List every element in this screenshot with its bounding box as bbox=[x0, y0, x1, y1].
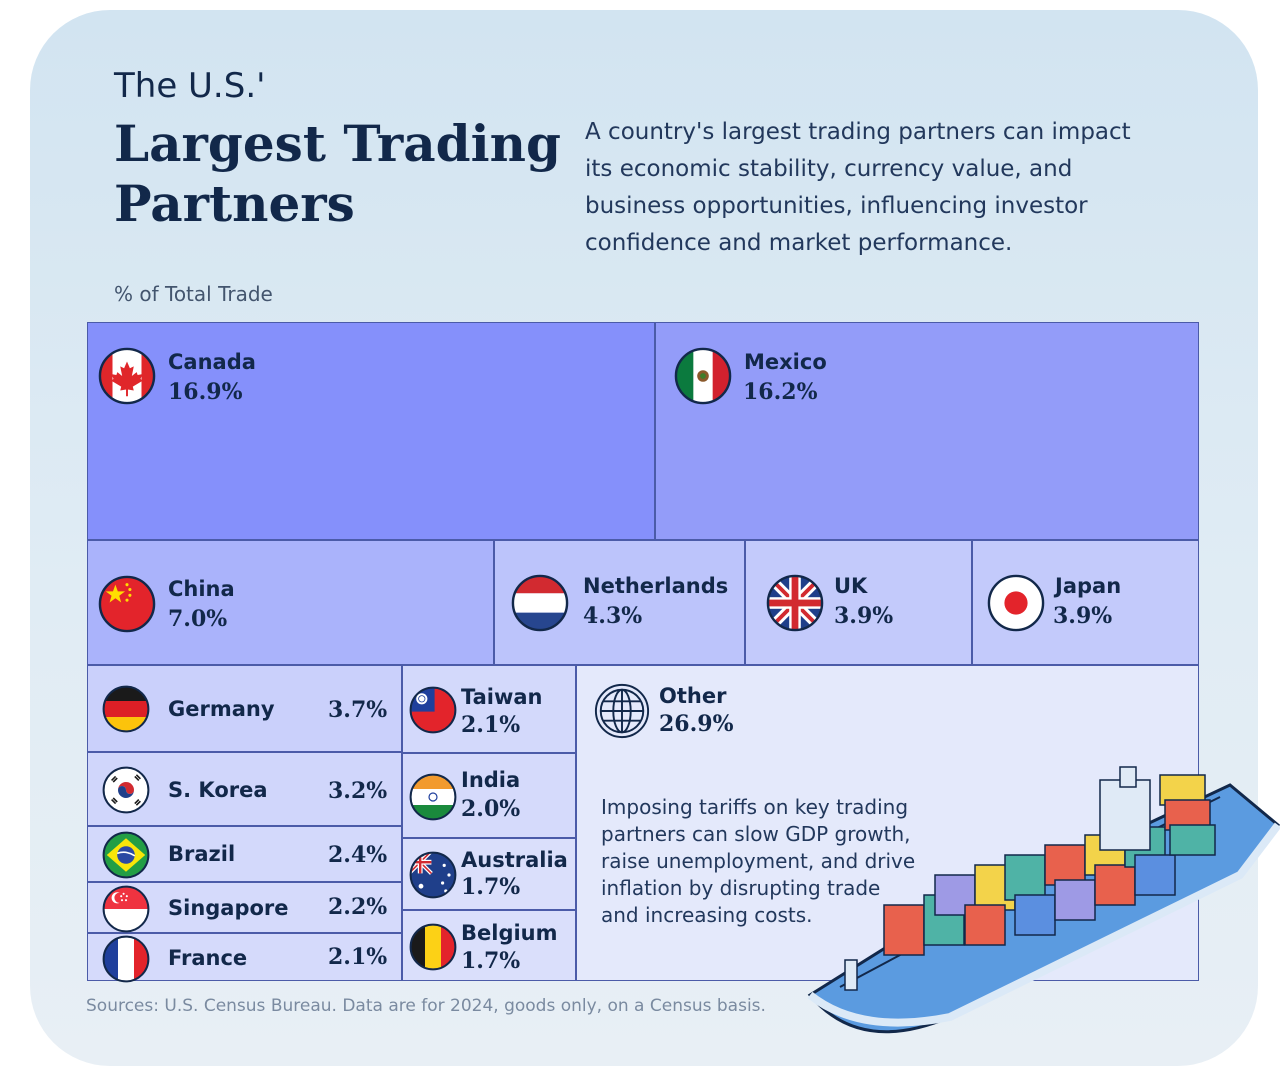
tile-mexico: Mexico 16.2% bbox=[655, 322, 1199, 540]
name-france: France bbox=[168, 946, 248, 970]
name-singapore: Singapore bbox=[168, 896, 289, 920]
name-mexico: Mexico bbox=[744, 350, 827, 374]
name-india: India bbox=[461, 768, 521, 792]
germany-flag-icon bbox=[102, 685, 150, 733]
name-canada: Canada bbox=[168, 350, 256, 374]
source-note: Sources: U.S. Census Bureau. Data are fo… bbox=[86, 996, 766, 1016]
tile-china: China 7.0% bbox=[87, 540, 494, 665]
tile-belgium: Belgium 1.7% bbox=[402, 910, 576, 981]
value-netherlands: 4.3% bbox=[583, 603, 643, 629]
china-flag-icon bbox=[98, 575, 156, 633]
belgium-flag-icon bbox=[409, 923, 457, 971]
tile-brazil: Brazil 2.4% bbox=[87, 826, 402, 882]
mexico-flag-icon bbox=[674, 347, 732, 405]
intro-text: A country's largest trading partners can… bbox=[585, 119, 1131, 256]
tile-taiwan: Taiwan 2.1% bbox=[402, 665, 576, 753]
australia-flag-icon bbox=[409, 851, 457, 899]
name-south-korea: S. Korea bbox=[168, 778, 268, 802]
tile-canada: Canada 16.9% bbox=[87, 322, 655, 540]
tile-south-korea: S. Korea 3.2% bbox=[87, 752, 402, 826]
tile-singapore: Singapore 2.2% bbox=[87, 882, 402, 933]
title-main: Largest Trading Partners bbox=[114, 114, 561, 234]
value-belgium: 1.7% bbox=[461, 948, 521, 974]
tile-netherlands: Netherlands 4.3% bbox=[494, 540, 745, 665]
name-taiwan: Taiwan bbox=[461, 685, 543, 709]
title-line-3: Partners bbox=[114, 174, 355, 233]
value-australia: 1.7% bbox=[461, 874, 521, 900]
tile-india: India 2.0% bbox=[402, 753, 576, 838]
tile-australia: Australia 1.7% bbox=[402, 838, 576, 910]
japan-flag-icon bbox=[987, 574, 1045, 632]
title-line-1: The U.S.' bbox=[114, 66, 266, 106]
canada-flag-icon bbox=[98, 347, 156, 405]
netherlands-flag-icon bbox=[511, 574, 569, 632]
name-germany: Germany bbox=[168, 697, 275, 721]
name-china: China bbox=[168, 577, 235, 601]
name-australia: Australia bbox=[461, 848, 568, 872]
tile-japan: Japan 3.9% bbox=[972, 540, 1199, 665]
value-japan: 3.9% bbox=[1053, 603, 1113, 629]
name-brazil: Brazil bbox=[168, 842, 236, 866]
value-taiwan: 2.1% bbox=[461, 712, 521, 738]
cargo-ship-icon bbox=[807, 766, 1280, 1034]
value-south-korea: 3.2% bbox=[328, 778, 388, 804]
tariff-note: Imposing tariffs on key trading partners… bbox=[601, 795, 916, 927]
singapore-flag-icon bbox=[102, 885, 150, 933]
brazil-flag-icon bbox=[102, 831, 150, 879]
value-france: 2.1% bbox=[328, 944, 388, 970]
name-other: Other bbox=[659, 684, 727, 708]
value-mexico: 16.2% bbox=[743, 379, 818, 405]
name-uk: UK bbox=[834, 574, 868, 598]
value-canada: 16.9% bbox=[168, 379, 243, 405]
uk-flag-icon bbox=[766, 574, 824, 632]
value-china: 7.0% bbox=[168, 606, 228, 632]
value-other: 26.9% bbox=[659, 711, 734, 737]
title-line-2: Largest Trading bbox=[114, 114, 561, 173]
value-singapore: 2.2% bbox=[328, 894, 388, 920]
value-uk: 3.9% bbox=[834, 603, 894, 629]
tile-uk: UK 3.9% bbox=[745, 540, 972, 665]
value-brazil: 2.4% bbox=[328, 842, 388, 868]
value-germany: 3.7% bbox=[328, 697, 388, 723]
tile-france: France 2.1% bbox=[87, 933, 402, 983]
name-netherlands: Netherlands bbox=[583, 574, 729, 598]
name-japan: Japan bbox=[1055, 574, 1122, 598]
name-belgium: Belgium bbox=[461, 921, 558, 945]
unit-label: % of Total Trade bbox=[114, 282, 273, 306]
france-flag-icon bbox=[102, 935, 150, 983]
taiwan-flag-icon bbox=[409, 686, 457, 734]
globe-icon bbox=[594, 683, 650, 739]
value-india: 2.0% bbox=[461, 796, 521, 822]
tile-germany: Germany 3.7% bbox=[87, 665, 402, 752]
india-flag-icon bbox=[409, 773, 457, 821]
south-korea-flag-icon bbox=[102, 766, 150, 814]
